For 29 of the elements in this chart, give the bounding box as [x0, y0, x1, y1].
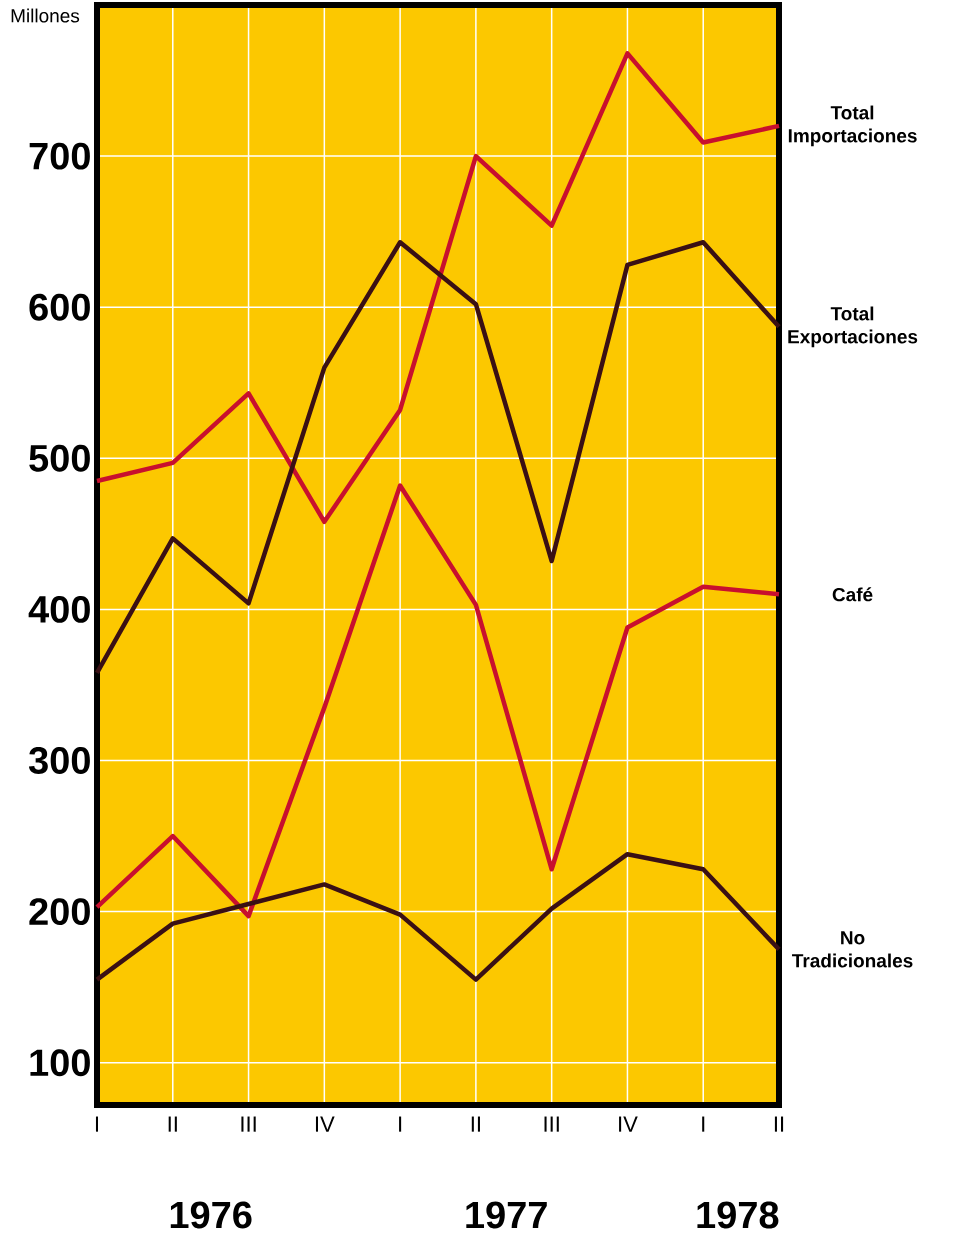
line-series	[94, 240, 782, 676]
y-tick-label: 700	[29, 142, 90, 170]
line-series	[94, 483, 782, 919]
line-series	[94, 851, 782, 982]
x-tick-label: I	[702, 1116, 705, 1132]
x-tick-label: I	[95, 1116, 99, 1132]
text: 1977	[466, 1201, 547, 1229]
y-tick-label: 300	[28, 747, 90, 774]
y-tick-label: 200	[29, 898, 90, 926]
x-tick-label: IV	[619, 1116, 638, 1132]
x-tick-label: II	[471, 1116, 480, 1132]
text: 1976	[170, 1201, 252, 1229]
text: 1978	[697, 1201, 779, 1229]
x-tick-label: III	[544, 1116, 559, 1132]
series-label: Total Importaciones	[788, 105, 917, 147]
x-tick-label: IV	[315, 1116, 335, 1132]
y-axis-title: Millones	[11, 8, 80, 23]
x-tick-label: III	[241, 1116, 256, 1132]
x-tick-label: I	[399, 1116, 402, 1132]
text: Café	[832, 587, 873, 602]
y-tick-label: 100	[30, 1049, 90, 1077]
x-tick-label: II	[168, 1116, 177, 1132]
series-label: No Tradicionales	[792, 931, 913, 968]
line-series	[94, 51, 782, 525]
y-tick-label: 500	[29, 444, 90, 472]
series-label: Total Exportaciones	[788, 306, 918, 348]
y-tick-label: 600	[29, 293, 90, 321]
x-tick-label: II	[774, 1116, 784, 1132]
y-tick-label: 400	[28, 595, 90, 623]
